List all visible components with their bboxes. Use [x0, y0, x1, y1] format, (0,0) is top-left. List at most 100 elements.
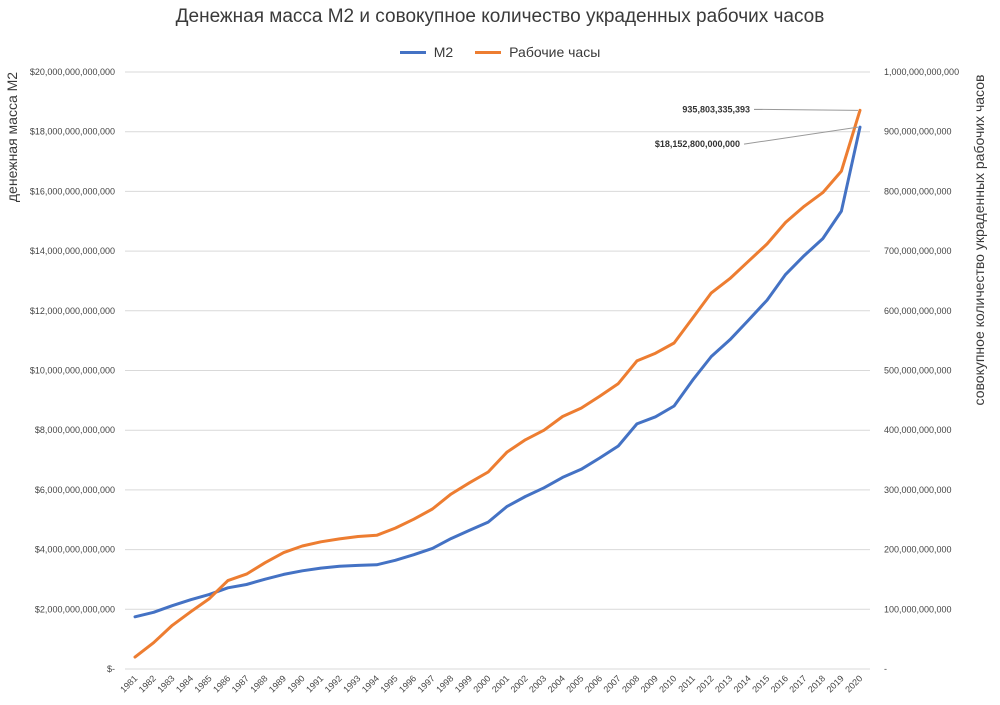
- data-point-1: [226, 579, 230, 582]
- x-tick-label: 2006: [583, 673, 604, 694]
- data-point-1: [170, 624, 174, 627]
- y-tick-label: $-: [107, 664, 115, 674]
- data-point-1: [858, 109, 862, 112]
- x-tick-label: 1988: [248, 673, 269, 694]
- axes: $- $2,000,000,000,000 $4,000,000,000,000 $6…: [30, 67, 959, 695]
- x-tick-label: 1993: [341, 673, 362, 694]
- legend-item-m2[interactable]: М2: [399, 44, 453, 60]
- y2-tick-label: 600,000,000,000: [884, 306, 952, 316]
- data-point-1: [263, 561, 267, 564]
- x-tick-label: 2016: [769, 673, 790, 694]
- x-tick-label: 2009: [639, 673, 660, 694]
- legend-swatch-hours: [475, 50, 502, 54]
- data-point-0: [821, 237, 825, 240]
- y-tick-label: $12,000,000,000,000: [30, 306, 115, 316]
- data-point-1: [840, 169, 843, 173]
- y2-tick-label: 900,000,000,000: [884, 127, 952, 137]
- data-point-1: [431, 507, 434, 511]
- data-point-1: [579, 406, 583, 410]
- annotation-label: $18,152,800,000,000: [655, 139, 740, 149]
- data-point-1: [654, 351, 657, 355]
- data-point-1: [189, 610, 192, 613]
- x-tick-label: 1999: [453, 673, 474, 694]
- data-point-1: [598, 394, 601, 398]
- x-tick-label: 2019: [825, 673, 846, 694]
- data-point-1: [356, 535, 360, 538]
- series-line-0: [133, 125, 862, 619]
- x-tick-label: 1981: [118, 673, 139, 694]
- data-point-0: [803, 254, 806, 257]
- x-tick-label: 1989: [267, 673, 288, 694]
- data-point-0: [524, 495, 527, 498]
- x-tick-label: 2013: [713, 673, 734, 694]
- data-point-1: [412, 517, 416, 521]
- data-point-1: [394, 526, 397, 530]
- x-tick-label: 1987: [230, 673, 251, 694]
- y-axis-title: денежная масса М2: [4, 72, 20, 202]
- data-point-1: [301, 544, 304, 548]
- x-tick-label: 2018: [806, 673, 827, 694]
- data-point-0: [189, 598, 192, 601]
- x-tick-label: 1985: [193, 673, 214, 694]
- data-point-1: [468, 481, 471, 484]
- x-tick-label: 2000: [471, 673, 492, 694]
- x-tick-label: 2002: [509, 673, 530, 694]
- x-tick-label: 2008: [620, 673, 641, 694]
- y2-tick-label: 500,000,000,000: [884, 366, 952, 376]
- data-point-0: [263, 577, 267, 581]
- data-point-0: [710, 355, 713, 358]
- data-point-0: [394, 559, 397, 562]
- x-tick-label: 2014: [732, 673, 753, 694]
- data-point-0: [301, 569, 304, 572]
- data-point-0: [468, 528, 471, 532]
- data-point-0: [375, 563, 378, 567]
- data-point-0: [691, 378, 694, 382]
- data-point-0: [561, 476, 564, 479]
- data-point-1: [152, 641, 155, 644]
- data-point-0: [133, 615, 137, 618]
- annotation-leader: [753, 108, 859, 111]
- data-point-0: [672, 404, 676, 408]
- data-point-0: [747, 318, 750, 322]
- y-tick-label: $2,000,000,000,000: [35, 604, 115, 614]
- data-point-1: [617, 382, 620, 385]
- y-tick-label: $16,000,000,000,000: [30, 186, 115, 196]
- series-lines: [133, 108, 862, 659]
- data-point-1: [765, 242, 769, 246]
- x-tick-label: 1994: [360, 673, 381, 694]
- data-point-1: [282, 551, 285, 554]
- x-tick-label: 1982: [137, 673, 158, 694]
- data-point-0: [282, 573, 285, 576]
- y-tick-label: $20,000,000,000,000: [30, 67, 115, 77]
- data-point-1: [803, 205, 806, 208]
- legend-item-hours[interactable]: Рабочие часы: [475, 44, 600, 60]
- data-point-0: [170, 604, 174, 607]
- data-point-1: [710, 291, 713, 295]
- y2-tick-label: 700,000,000,000: [884, 246, 952, 256]
- data-point-0: [858, 125, 862, 129]
- data-point-1: [338, 537, 341, 541]
- data-point-1: [375, 534, 378, 537]
- data-point-0: [654, 415, 657, 418]
- legend: М2 Рабочие часы: [0, 44, 1000, 60]
- y2-tick-label: 300,000,000,000: [884, 485, 952, 495]
- data-point-0: [356, 564, 360, 567]
- data-point-0: [598, 456, 601, 460]
- data-point-1: [747, 260, 750, 263]
- gridlines: [125, 71, 870, 670]
- y-tick-label: $18,000,000,000,000: [30, 127, 115, 137]
- x-tick-label: 2003: [527, 673, 548, 694]
- x-tick-label: 1984: [174, 673, 195, 694]
- x-tick-label: 1998: [434, 673, 455, 694]
- annotation-label: 935,803,335,393: [682, 104, 750, 114]
- x-tick-label: 2017: [787, 673, 808, 694]
- x-tick-label: 1991: [304, 673, 325, 694]
- data-point-0: [635, 422, 639, 426]
- y-tick-label: $4,000,000,000,000: [35, 545, 115, 555]
- data-point-1: [635, 359, 639, 363]
- data-point-0: [765, 298, 769, 302]
- x-tick-label: 2020: [843, 673, 864, 694]
- data-point-0: [319, 566, 323, 570]
- data-point-0: [245, 583, 248, 586]
